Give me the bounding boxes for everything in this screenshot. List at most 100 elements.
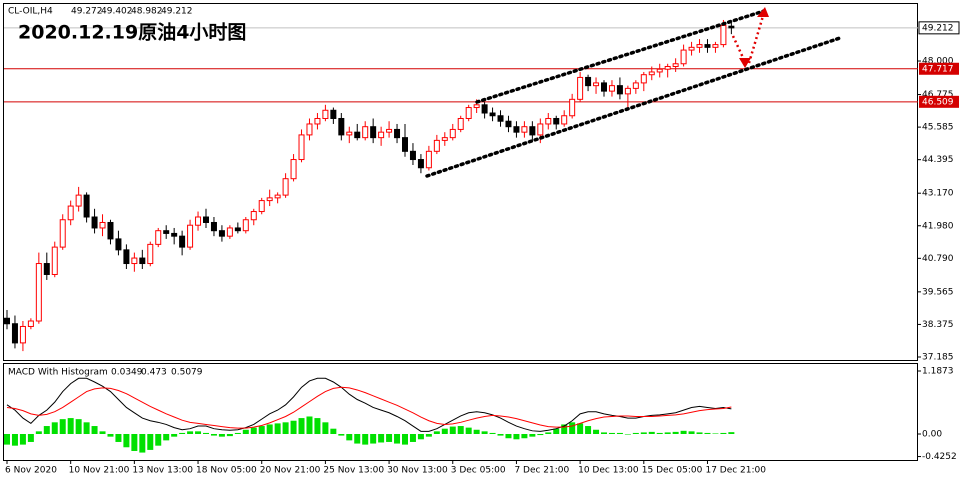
y-tick-label: 1.1873 [922, 366, 954, 376]
candle-body [226, 227, 233, 237]
candle-body [4, 317, 10, 325]
symbol: CL-OIL,H4 [8, 7, 53, 17]
histogram-bar [282, 422, 289, 434]
candle-body [497, 115, 504, 122]
candle-body [362, 126, 369, 139]
candle-body [139, 257, 146, 265]
y-tick-label: 37.185 [922, 352, 954, 362]
candle-body [537, 123, 544, 136]
histogram-bar [656, 432, 663, 434]
histogram-bar [497, 433, 504, 436]
histogram-bar [545, 432, 552, 434]
macd-signal-value: 0.5079 [171, 368, 203, 378]
candle-body [179, 235, 186, 248]
histogram-bar [35, 431, 42, 434]
histogram-bar [704, 432, 711, 434]
histogram-bar [553, 428, 560, 434]
histogram-bar [51, 422, 58, 434]
macd-line [6, 386, 732, 429]
candle-body [696, 44, 703, 48]
histogram-bar [314, 418, 321, 434]
y-tick-label: 0.00 [922, 429, 942, 439]
x-tick-label: 7 Dec 21:00 [514, 466, 569, 476]
candle-body [163, 230, 170, 234]
x-tick-label: 25 Nov 13:00 [323, 466, 384, 476]
candle-body [258, 200, 265, 213]
histogram-bar [608, 432, 615, 434]
macd-label: MACD With Histogram [8, 368, 108, 378]
candle-body [672, 63, 679, 67]
candle-body [11, 323, 18, 344]
histogram-bar [218, 433, 225, 437]
histogram-bar [322, 422, 329, 434]
candle-body [35, 263, 42, 322]
histogram-bar [672, 431, 679, 434]
candle-body [346, 131, 353, 136]
candle-body [330, 109, 337, 119]
candle-body [640, 74, 647, 84]
histogram-bar [123, 433, 130, 448]
histogram-bar [210, 433, 217, 436]
histogram-bar [43, 426, 50, 434]
histogram-bar [330, 428, 337, 434]
histogram-bar [99, 431, 106, 434]
candle-body [553, 117, 560, 125]
candle-body [378, 131, 385, 139]
candle-body [91, 216, 98, 229]
histogram-bar [680, 430, 687, 434]
candle-body [680, 49, 687, 65]
histogram-bar [306, 416, 313, 434]
x-tick-label: 10 Dec 13:00 [578, 466, 639, 476]
candle-body [234, 227, 241, 232]
histogram-bar [83, 422, 90, 434]
candle-body [242, 219, 249, 232]
candle-body [59, 219, 66, 248]
chart-title: 2020.12.19原油4小时图 [18, 22, 246, 44]
channel-upper [475, 9, 766, 104]
candle-body [67, 205, 74, 221]
candle-body [322, 109, 329, 119]
histogram-bar [585, 426, 592, 434]
histogram-bar [394, 433, 401, 444]
histogram-bar [155, 433, 162, 446]
candle-body [107, 221, 114, 240]
histogram-bar [465, 427, 472, 434]
x-tick-label: 15 Dec 05:00 [642, 466, 703, 476]
histogram-bar [561, 424, 568, 434]
x-tick-label: 18 Nov 05:00 [196, 466, 257, 476]
y-tick-label: 39.565 [922, 287, 954, 297]
histogram-bar [362, 433, 369, 445]
histogram-bar [274, 423, 281, 434]
histogram-bar [457, 426, 464, 434]
histogram-bar [648, 431, 655, 434]
candle-body [266, 197, 273, 202]
y-tick-label: 46.775 [922, 90, 954, 100]
candle-body [43, 263, 50, 275]
histogram-bar [728, 432, 735, 434]
candle-body [394, 128, 401, 139]
macd-hist-value: 0.0349 [111, 368, 143, 378]
histogram-bar [27, 433, 34, 442]
candle-body [505, 120, 512, 128]
price-label-box [918, 21, 960, 35]
candle-body [561, 115, 568, 125]
candle-body [656, 68, 663, 73]
y-tick-label: -0.4252 [922, 452, 957, 462]
histogram-bar [441, 428, 448, 434]
histogram-bar [354, 433, 361, 444]
candle-body [147, 243, 154, 265]
candle-body [354, 131, 361, 139]
histogram-bar [688, 431, 695, 434]
histogram-bar [338, 433, 345, 436]
y-tick-label: 45.585 [922, 123, 954, 133]
histogram-bar [226, 433, 233, 437]
x-tick-label: 13 Nov 13:00 [132, 466, 193, 476]
candle-body [513, 126, 520, 133]
histogram-bar [179, 432, 186, 434]
histogram-bar [19, 433, 26, 445]
candle-body [290, 159, 297, 180]
histogram-bar [529, 433, 536, 437]
histogram-bar [258, 426, 265, 434]
x-tick-label: 10 Nov 21:00 [69, 466, 130, 476]
main-panel [3, 3, 918, 361]
